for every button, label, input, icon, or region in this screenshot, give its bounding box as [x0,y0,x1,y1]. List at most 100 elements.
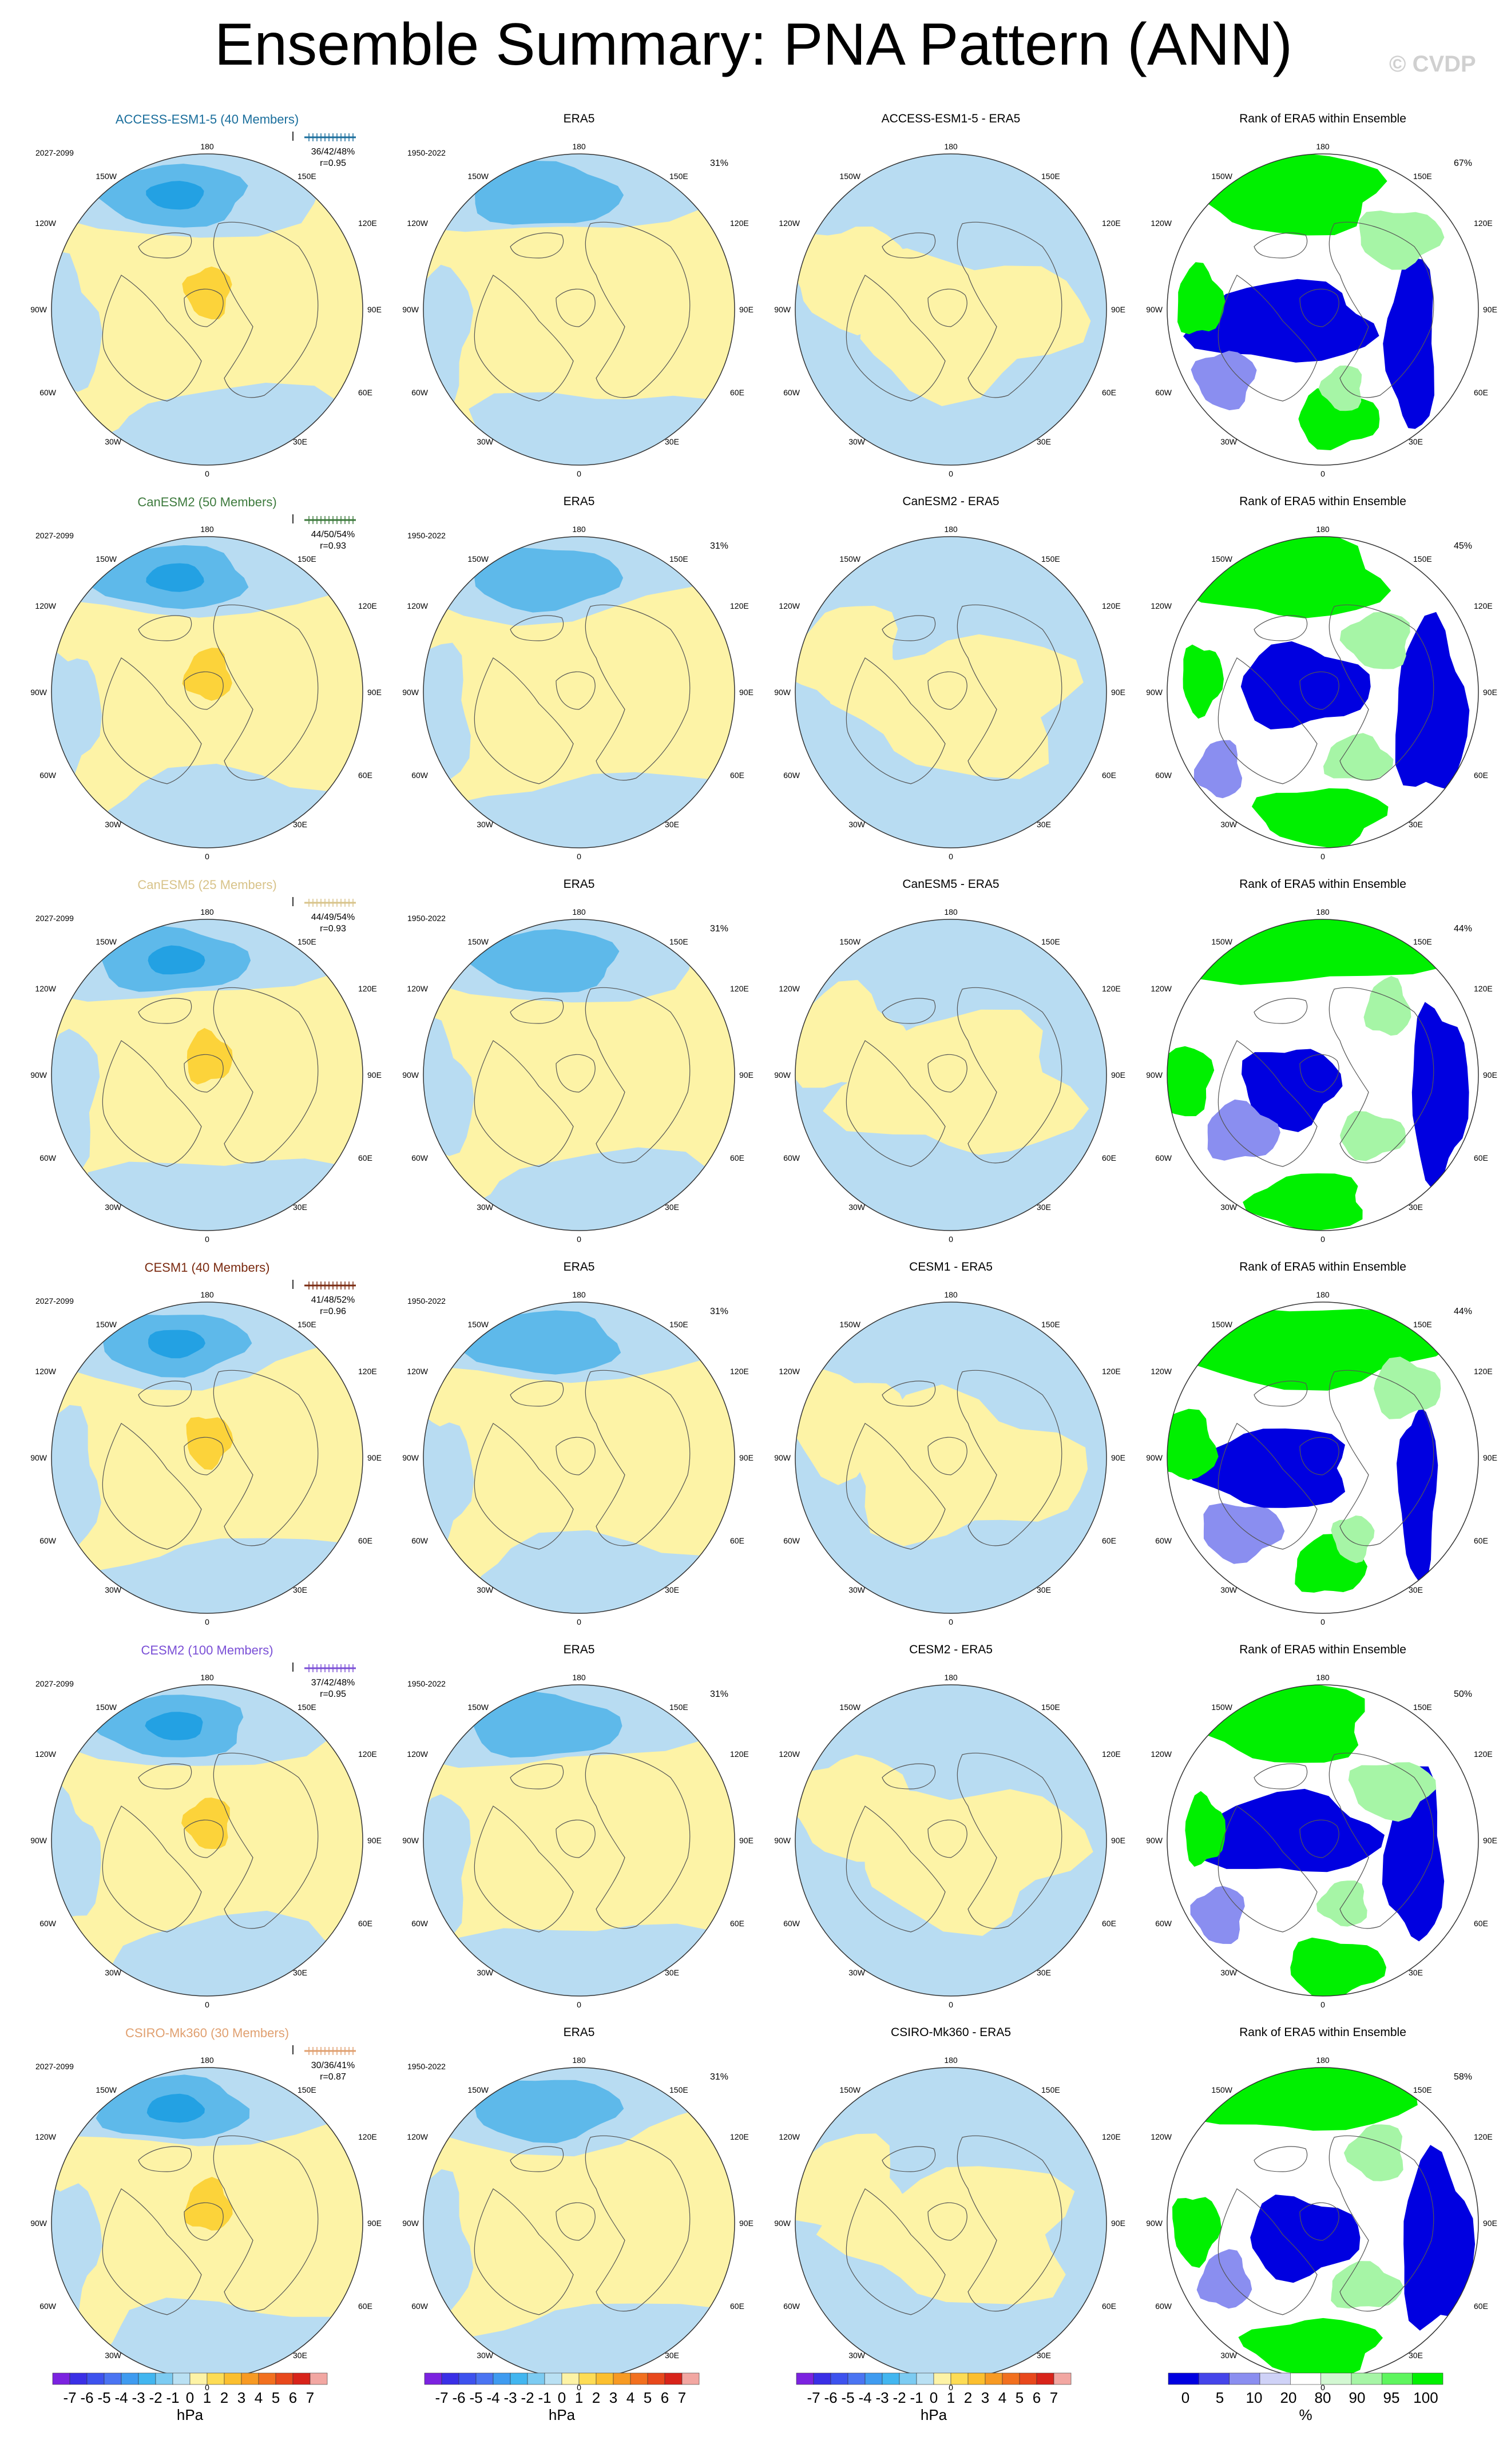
rank-panel-title: Rank of ERA5 within Ensemble [1239,878,1406,891]
longitude-label: 90E [1483,2219,1497,2228]
period-label: 1950-2022 [407,2062,446,2071]
period-label: 2027-2099 [35,148,74,157]
coastline [510,232,564,259]
model-panel-title: CanESM2 (50 Members) [137,495,277,509]
longitude-label: 120W [1151,219,1172,228]
colorbar-tick-label: 3 [237,2389,245,2406]
colorbar-swatch [172,2372,191,2385]
period-label: 1950-2022 [407,531,446,540]
map-boundary [795,919,1107,1231]
longitude-label: 180 [200,142,214,151]
coastline [585,1752,691,1929]
longitude-label: 30W [477,437,494,446]
obs-polar-map: 180 150E 120E 90E 60E 30E 0 30W 60W 90W 120W 150W 19… [402,2056,754,2392]
model-map-panel: CESM1 (40 Members) 180 150E 120E 90E 60E 30E 0 3… [30,1260,382,1644]
longitude-label: 30W [477,820,494,829]
longitude-label: 120E [1474,1749,1493,1759]
longitude-label: 90W [30,1836,47,1845]
longitude-label: 120E [358,1367,377,1376]
longitude-label: 30W [1220,1585,1238,1594]
longitude-label: 60E [358,388,372,397]
colorbar-swatch [1036,2372,1054,2385]
longitude-label: 0 [205,2383,209,2392]
coastline [184,671,224,710]
coastline [556,671,596,710]
longitude-label: 30E [1037,2351,1051,2360]
coastline [927,1819,967,1858]
rank-region [1374,1356,1441,1419]
colorbar-swatch [1168,2372,1199,2385]
longitude-label: 0 [205,469,209,478]
longitude-label: 150E [1041,937,1060,946]
longitude-label: 30E [1037,437,1051,446]
rank-region [1339,612,1410,669]
longitude-label: 30W [105,820,122,829]
longitude-label: 0 [1320,1617,1325,1626]
negative-anomaly-center [148,945,205,975]
obs-panel-title: ERA5 [563,495,595,508]
longitude-label: 120E [358,601,377,610]
longitude-label: 30W [848,1585,866,1594]
obs-polar-map: 180 150E 120E 90E 60E 30E 0 30W 60W 90W 120W 150W 19… [402,142,754,478]
longitude-label: 30E [293,1585,307,1594]
longitude-label: 120E [358,1749,377,1759]
rank-region [1167,1046,1215,1117]
negative-anomaly-core [475,161,624,225]
colorbar-swatch [1019,2372,1037,2385]
colorbar-swatch [69,2372,88,2385]
coastline [474,657,574,784]
coastline [213,604,319,781]
longitude-label: 90W [402,305,419,314]
coastline [927,1054,967,1093]
colorbar-swatch [561,2372,580,2385]
colorbar-swatch [224,2372,242,2385]
diff-map-panel: CanESM5 - ERA5 180 150E 120E 90E 60E 30E 0 30W 60… [774,878,1125,1261]
coastline [1328,1752,1434,1929]
colorbar-swatch [510,2372,528,2385]
longitude-label: 90E [1483,1453,1497,1462]
positive-anomaly-region [795,227,910,336]
longitude-label: 120W [407,2132,428,2141]
map-field [1167,2068,1478,2379]
longitude-label: 30W [848,2351,866,2360]
longitude-label: 60W [1155,2302,1172,2311]
longitude-label: 150W [467,1320,489,1329]
coastline [102,1423,202,1550]
colorbar-swatch [1382,2372,1413,2385]
coastline [213,1752,319,1929]
longitude-label: 0 [205,1235,209,1244]
longitude-label: 30E [665,820,679,829]
rank-map-panel: Rank of ERA5 within Ensemble 180 150E 120E 9… [1146,878,1497,1261]
longitude-label: 150W [1211,172,1232,181]
colorbar-tick-label: -3 [132,2389,145,2406]
longitude-label: 60W [39,1153,57,1162]
rank-polar-map: 180 150E 120E 90E 60E 30E 0 30W 60W 90W 120W 150W 44… [1146,907,1497,1244]
longitude-label: 60E [358,1919,372,1928]
longitude-label: 90W [1146,1836,1163,1845]
colorbar-swatch [1053,2372,1072,2385]
longitude-label: 180 [944,1290,958,1299]
longitude-label: 180 [200,1290,214,1299]
longitude-label: 30E [293,1203,307,1212]
longitude-label: 150E [669,937,688,946]
colorbar-tick-label: 95 [1383,2389,1400,2406]
longitude-label: 90E [1111,1453,1125,1462]
longitude-label: 180 [1316,907,1330,916]
longitude-label: 90W [1146,2219,1163,2228]
coastline [1299,671,1339,710]
longitude-label: 60E [1474,1919,1488,1928]
variance-pct: 31% [710,924,728,934]
colorbar-tick-label: -4 [486,2389,499,2406]
coastline [1218,1806,1318,1933]
longitude-label: 150W [96,1703,117,1712]
rank-region [1172,919,1473,985]
longitude-label: 150E [298,1320,316,1329]
longitude-label: 30E [665,2351,679,2360]
longitude-label: 150W [467,2085,489,2094]
longitude-label: 90W [774,2219,791,2228]
coastline [585,604,691,781]
rank-region [1250,2195,1361,2283]
coastline [1254,615,1308,641]
longitude-label: 150E [1041,1320,1060,1329]
colorbar-tick-label: 5 [1016,2389,1024,2406]
